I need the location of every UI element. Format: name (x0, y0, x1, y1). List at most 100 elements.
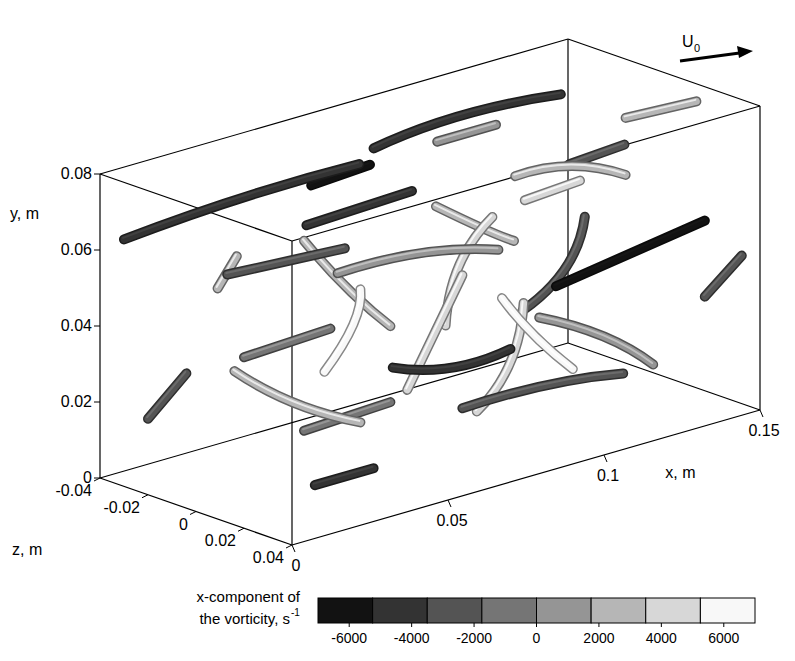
tube-body (515, 166, 625, 176)
box-edge (759, 106, 760, 410)
tube-outline (148, 373, 186, 418)
y-tick-label: 0.02 (61, 393, 92, 410)
tube-highlight (314, 467, 373, 484)
y-tick (94, 250, 100, 251)
tube-highlight (461, 372, 622, 407)
colorbar: -6000-4000-20000200040006000x-component … (197, 588, 755, 646)
x-tick-label: 0.05 (436, 512, 467, 529)
colorbar-bin (318, 598, 373, 623)
vortex-tube (514, 164, 625, 176)
tube-body (626, 101, 697, 118)
colorbar-tick (536, 623, 537, 627)
tube-outline (522, 217, 584, 311)
tube-highlight (514, 164, 624, 174)
colorbar-label-superscript: -1 (291, 607, 300, 618)
vortex-tube (305, 190, 412, 226)
tube-body (462, 373, 623, 408)
figure: 00.050.10.15x, m00.020.040.060.08y, m-0.… (0, 0, 795, 661)
vortex-tube (555, 219, 705, 286)
tube-outline (234, 371, 360, 422)
tube-body (227, 248, 345, 274)
z-tick-label: -0.04 (56, 482, 93, 499)
colorbar-tick-label: -2000 (456, 630, 492, 646)
vortex-tube (337, 248, 499, 274)
box-edge (292, 410, 760, 545)
y-tick-label: 0.06 (61, 241, 92, 258)
tube-outline (462, 373, 623, 408)
vortex-tube (704, 254, 742, 297)
x-tick-label: 0.15 (748, 422, 779, 439)
tube-body (124, 164, 359, 239)
vortex-tube (147, 372, 186, 419)
tube-body (234, 371, 360, 422)
tube-outline (306, 191, 412, 225)
tube-highlight (392, 348, 510, 369)
vortex-tube (233, 370, 360, 423)
tube-highlight (704, 254, 741, 295)
tube-highlight (568, 143, 623, 163)
vortex-tube (524, 179, 580, 200)
flow-arrowhead (737, 46, 753, 58)
z-tick (190, 512, 196, 515)
tube-body (306, 191, 412, 225)
vortex-tube (314, 467, 374, 485)
vortex-tube (436, 123, 496, 141)
y-tick-label: 0.04 (61, 317, 92, 334)
colorbar-tick (349, 623, 350, 627)
tube-outline (315, 468, 374, 485)
colorbar-bin (427, 598, 482, 623)
tube-body (705, 256, 742, 297)
box-edge (568, 39, 760, 106)
box-edge (100, 478, 292, 545)
colorbar-bin (537, 598, 592, 623)
colorbar-bin (700, 598, 755, 623)
tube-body (502, 298, 573, 369)
z-tick (286, 545, 292, 548)
tube-highlight (305, 190, 411, 224)
tube-outline (124, 164, 359, 239)
colorbar-bin (373, 598, 428, 623)
colorbar-tick (723, 623, 724, 627)
tube-outline (705, 256, 742, 297)
colorbar-tick-label: 4000 (646, 630, 677, 646)
tube-highlight (337, 248, 498, 272)
y-tick (94, 326, 100, 327)
box-edge (567, 39, 568, 343)
tube-outline (525, 181, 580, 201)
colorbar-tick (411, 623, 412, 627)
box-edge (291, 241, 292, 545)
vortex-tube (521, 215, 584, 311)
tube-outline (227, 248, 345, 274)
vortex-tube (373, 93, 561, 149)
z-tick-label: 0.02 (205, 532, 236, 549)
tube-outline (437, 125, 496, 142)
tube-outline (244, 329, 330, 358)
x-tick-label: 0.1 (597, 467, 619, 484)
colorbar-bin (482, 598, 537, 623)
colorbar-bin (646, 598, 701, 623)
colorbar-tick-label: -6000 (331, 630, 367, 646)
tube-highlight (373, 93, 560, 147)
tube-body (148, 373, 186, 418)
y-tick-label: 0.08 (61, 165, 92, 182)
tube-body (446, 217, 493, 326)
colorbar-label: x-component of (197, 588, 301, 605)
tube-highlight (226, 247, 344, 273)
colorbar-tick (598, 623, 599, 627)
tube-highlight (521, 215, 583, 309)
x-tick-label: 0 (292, 557, 301, 574)
tube-outline (515, 166, 625, 176)
colorbar-tick-label: 2000 (583, 630, 614, 646)
colorbar-tick-label: -4000 (394, 630, 430, 646)
tube-outline (556, 221, 705, 287)
tubes (123, 93, 742, 485)
vortex-tube (226, 247, 345, 275)
tube-highlight (147, 372, 185, 417)
z-tick (238, 528, 244, 531)
vortex-tube (392, 348, 511, 371)
tube-highlight (123, 163, 358, 238)
box-edge (100, 174, 292, 241)
z-tick-label: 0 (179, 516, 188, 533)
x-tick (760, 410, 763, 417)
tube-highlight (555, 219, 704, 285)
